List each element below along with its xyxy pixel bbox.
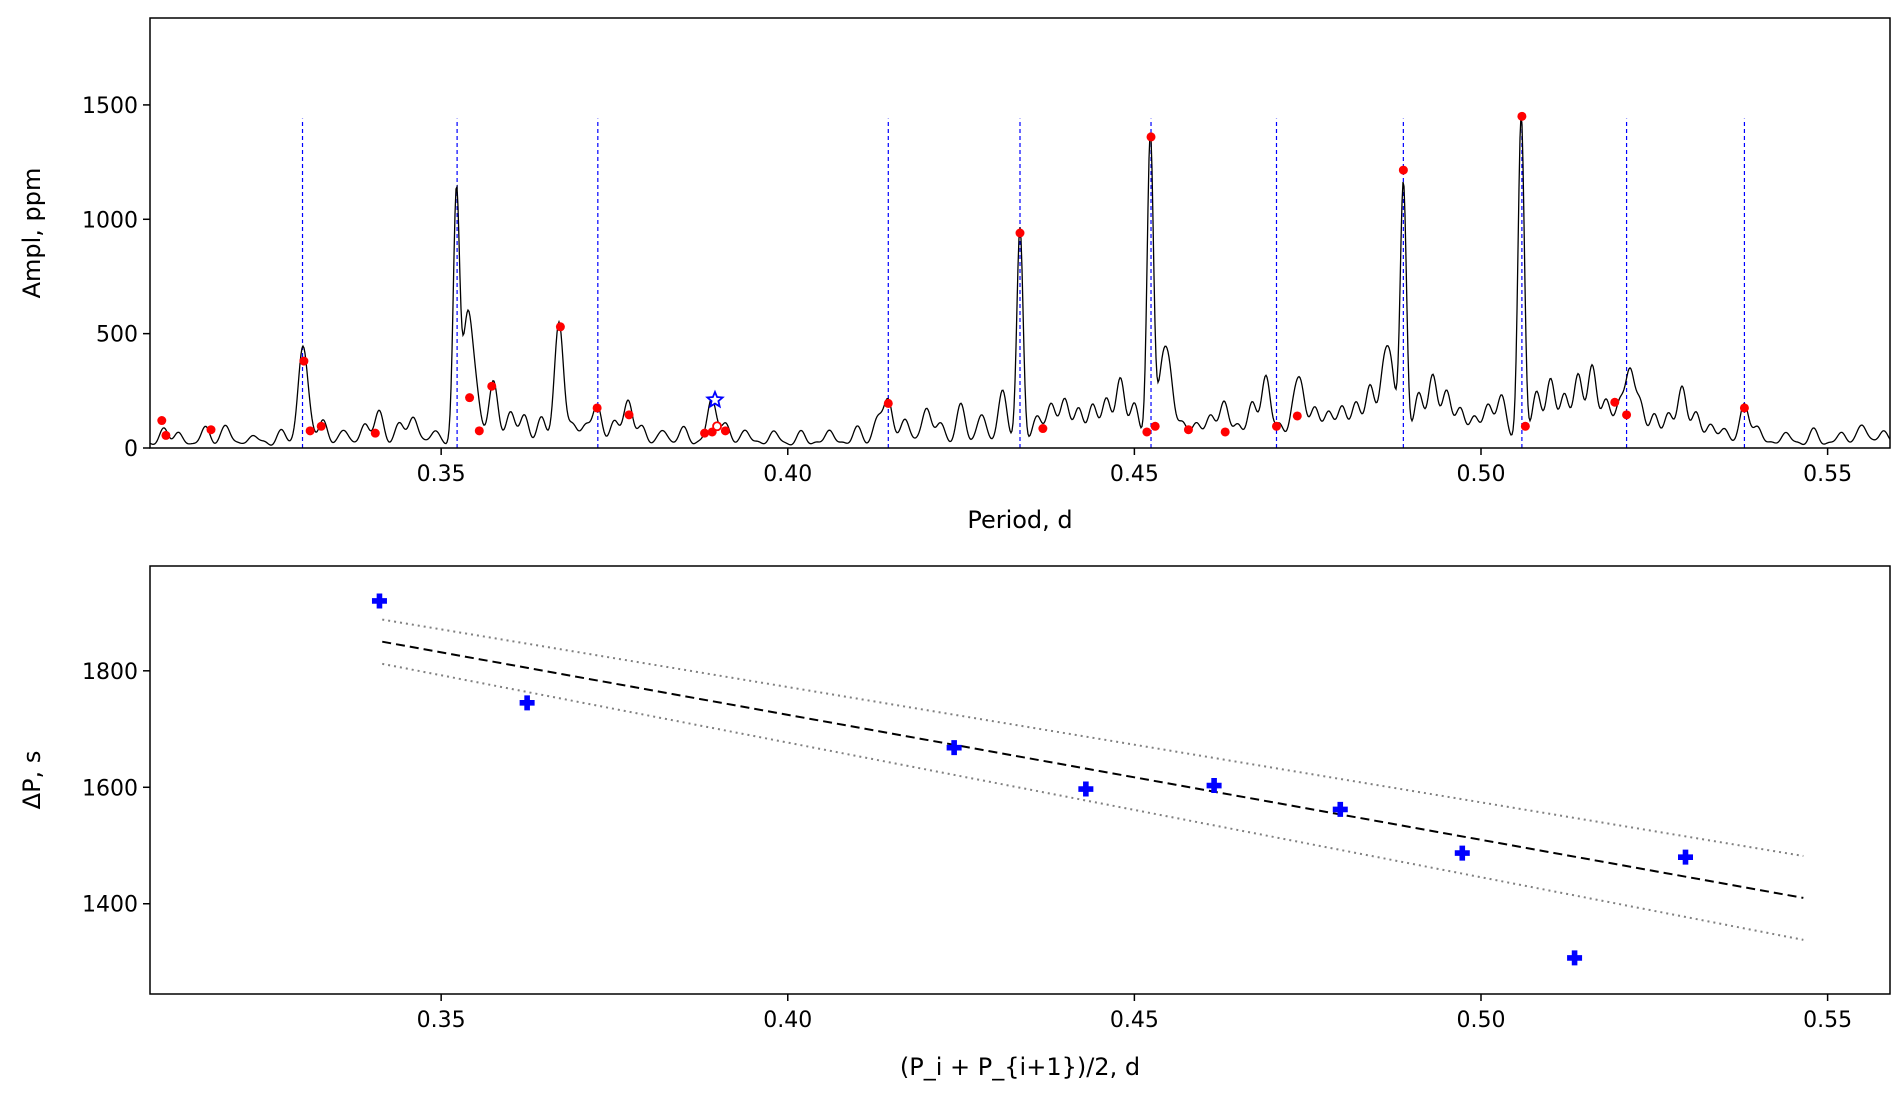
detected-peak-5: [316, 421, 326, 431]
detected-peak-28: [1520, 421, 1530, 431]
spectrum-y-tick-label-1: 500: [96, 323, 138, 348]
spacing-y-tick-label-2: 1800: [82, 660, 138, 685]
detected-peak-19: [1142, 427, 1152, 437]
period-spacing-point-3: [1078, 781, 1094, 797]
detected-peak-10: [555, 322, 565, 332]
spacing-x-tick-label-3: 0.50: [1457, 1008, 1506, 1033]
linear-fit-line: [382, 640, 1804, 899]
spacing-x-tick-label-0: 0.35: [417, 1008, 466, 1033]
spacing-x-tick-label-2: 0.45: [1110, 1008, 1159, 1033]
period-spacing-point-2: [946, 740, 962, 756]
detected-peak-31: [1739, 403, 1749, 413]
spacing-x-tick-label-1: 0.40: [763, 1008, 812, 1033]
spacing-y-tick-label-1: 1600: [82, 776, 138, 801]
detected-peak-12: [624, 410, 634, 420]
detected-peak-8: [474, 426, 484, 436]
spectrum-y-tick-label-2: 1000: [82, 208, 138, 233]
period-spacing-point-4: [1206, 778, 1222, 794]
period-spacing-point-5: [1332, 801, 1348, 817]
detected-peak-16: [883, 398, 893, 408]
detected-peak-23: [1220, 427, 1230, 437]
detected-peak-21: [1150, 421, 1160, 431]
spectrum-x-tick-label-2: 0.45: [1110, 462, 1159, 487]
detected-peak-22: [1183, 425, 1193, 435]
spectrum-x-tick-label-3: 0.50: [1457, 462, 1506, 487]
detected-peak-11: [592, 403, 602, 413]
detected-peak-2: [206, 425, 216, 435]
detected-peak-6: [370, 428, 380, 438]
detected-peak-3: [299, 356, 309, 366]
spectrum-axes-frame: [149, 17, 1891, 449]
detected-peak-27: [1517, 111, 1527, 121]
detected-peak-0: [157, 416, 167, 426]
detected-peak-13: [700, 428, 710, 438]
period-spacing-point-1: [519, 695, 535, 711]
period-spacing-point-8: [1678, 849, 1693, 865]
spacing-x-axis-label: (P_i + P_{i+1})/2, d: [900, 1053, 1140, 1081]
detected-peak-15: [720, 426, 730, 436]
detected-peak-30: [1622, 410, 1632, 420]
upper-bound-line: [382, 618, 1804, 857]
period-spacing-point-6: [1454, 845, 1470, 861]
spectrum-y-ticks: 0 500 1000 1500: [82, 94, 150, 462]
detected-peak-20: [1146, 132, 1156, 142]
lower-bound-line: [382, 662, 1804, 941]
spectrum-y-tick-label-0: 0: [124, 437, 138, 462]
spectrum-y-axis-label: Ampl, ppm: [18, 168, 46, 299]
detected-peak-18: [1038, 424, 1048, 434]
amplitude-spectrum-line: [149, 114, 1891, 446]
open-peak-0: [712, 421, 722, 432]
spectrum-x-ticks: 0.35 0.40 0.45 0.50 0.55: [417, 448, 1852, 487]
detected-peak-9: [487, 381, 497, 391]
spacing-axes-frame: [149, 565, 1891, 995]
spacing-y-ticks: 1400 1600 1800: [82, 660, 150, 918]
detected-peak-markers: [157, 111, 1749, 440]
period-spacing-point-0: [371, 593, 387, 609]
spectrum-panel: 0.35 0.40 0.45 0.50 0.55 0 500 1000 1500 Period…: [18, 17, 1891, 534]
spectrum-x-tick-label-0: 0.35: [417, 462, 466, 487]
detected-peak-17: [1015, 228, 1025, 238]
spacing-x-ticks: 0.35 0.40 0.45 0.50 0.55: [417, 994, 1852, 1033]
detected-peak-29: [1610, 397, 1620, 407]
detected-peak-1: [161, 430, 171, 440]
detected-peak-7: [465, 393, 475, 403]
spacing-y-axis-label: ΔP, s: [18, 751, 46, 810]
spectrum-x-tick-label-1: 0.40: [763, 462, 812, 487]
detected-peak-25: [1292, 411, 1302, 421]
period-spacing-panel: 0.35 0.40 0.45 0.50 0.55 1400 1600 1800 (P_i +…: [18, 565, 1891, 1081]
period-spacing-points: [371, 593, 1693, 966]
detected-peak-4: [305, 426, 315, 436]
spacing-y-tick-label-0: 1400: [82, 893, 138, 918]
spectrum-x-tick-label-4: 0.55: [1803, 462, 1852, 487]
spectrum-x-axis-label: Period, d: [967, 506, 1072, 534]
period-spacing-point-7: [1567, 950, 1583, 966]
detected-peak-24: [1271, 421, 1281, 431]
spacing-x-tick-label-4: 0.55: [1803, 1008, 1852, 1033]
detected-peak-26: [1398, 165, 1408, 175]
star-marker-0: [705, 389, 725, 409]
spectrum-y-tick-label-3: 1500: [82, 94, 138, 119]
